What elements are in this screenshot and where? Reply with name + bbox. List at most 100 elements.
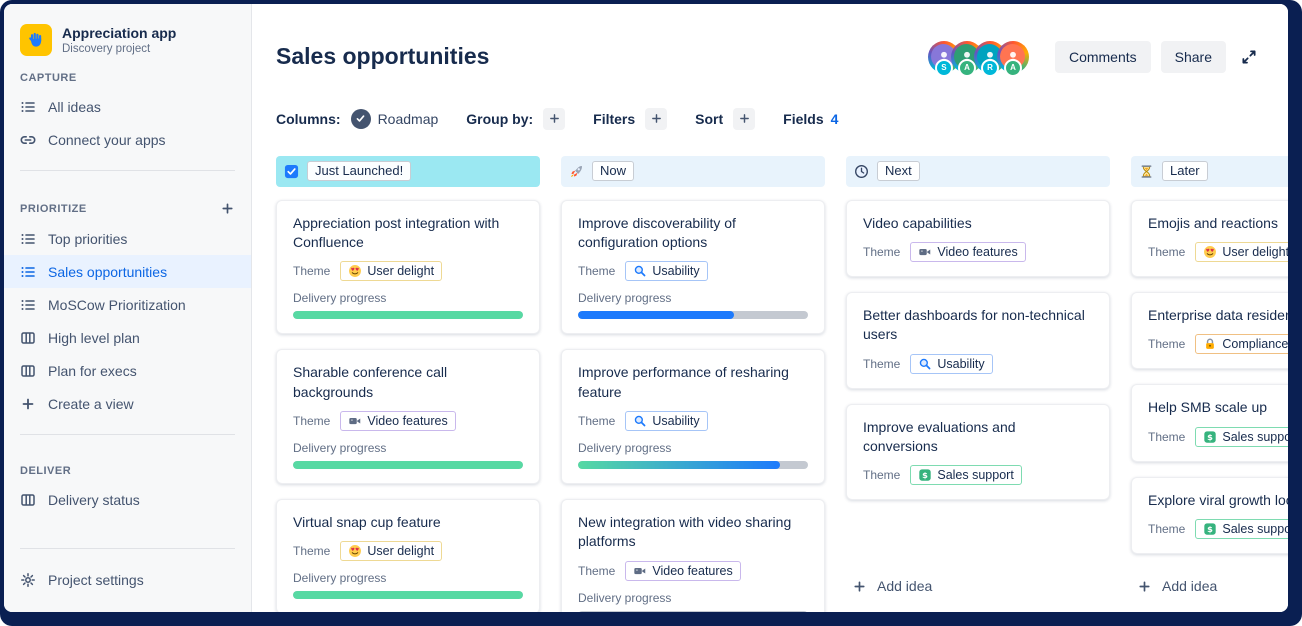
card-title: Sharable conference call backgrounds: [293, 364, 448, 400]
project-app-icon: [20, 24, 52, 56]
board-column-just-launched: Just Launched! Appreciation post integra…: [276, 155, 540, 612]
group-by-add-button[interactable]: [543, 107, 566, 130]
sidebar-item-top-priorities[interactable]: Top priorities: [4, 222, 251, 255]
idea-card[interactable]: New integration with video sharing platf…: [561, 499, 825, 612]
comments-button[interactable]: Comments: [1054, 40, 1151, 73]
project-header: Appreciation app Discovery project: [4, 24, 251, 56]
filters-add-button[interactable]: [645, 107, 668, 130]
hand-icon: [29, 32, 42, 47]
page-header: Sales opportunities S A R A: [252, 4, 1288, 86]
theme-badge[interactable]: Video features: [625, 560, 741, 581]
theme-badge[interactable]: ♥ ♥ User delight: [340, 541, 443, 562]
idea-card[interactable]: Sharable conference call backgrounds The…: [276, 349, 540, 485]
board-column-later: Later Emojis and reactions Theme ♥ ♥ User…: [1131, 155, 1288, 602]
idea-card[interactable]: Better dashboards for non-technical user…: [846, 292, 1110, 389]
add-view-icon[interactable]: [220, 201, 235, 216]
svg-text:♥: ♥: [356, 267, 360, 273]
columns-label: Columns:: [276, 110, 341, 127]
theme-badge[interactable]: ♥ ♥ User delight: [340, 261, 443, 282]
theme-badge[interactable]: Compliance: [1195, 334, 1288, 355]
idea-card[interactable]: Appreciation post integration with Confl…: [276, 199, 540, 335]
column-title-chip[interactable]: Now: [592, 161, 635, 182]
gear-icon: [21, 572, 35, 587]
avatar[interactable]: A: [996, 40, 1029, 77]
progress-fill: [293, 311, 523, 320]
column-header: Just Launched!: [276, 155, 540, 187]
expand-button[interactable]: [1236, 41, 1262, 73]
heart-eyes-icon: ♥ ♥: [1204, 246, 1217, 259]
share-button[interactable]: Share: [1160, 40, 1226, 73]
theme-badge[interactable]: Usability: [625, 411, 708, 432]
progress-fill: [293, 591, 523, 600]
progress-track: [578, 311, 808, 320]
sidebar-item-all-ideas[interactable]: All ideas: [4, 90, 251, 123]
roadmap-field-icon[interactable]: [350, 108, 371, 129]
sidebar-item-sales-opportunities[interactable]: Sales opportunities: [4, 255, 251, 288]
theme-label: Theme: [578, 563, 616, 578]
theme-badge[interactable]: Usability: [910, 353, 993, 374]
sidebar-item-moscow-prioritization[interactable]: MoSCow Prioritization: [4, 288, 251, 321]
theme-label: Theme: [578, 264, 616, 279]
idea-card[interactable]: Help SMB scale up Theme $ Sales support: [1131, 384, 1288, 462]
column-title-chip[interactable]: Next: [877, 161, 920, 182]
main-content: Sales opportunities S A R A: [252, 4, 1288, 612]
idea-card[interactable]: Virtual snap cup feature Theme ♥ ♥ User d…: [276, 499, 540, 612]
theme-badge[interactable]: Usability: [625, 261, 708, 282]
theme-badge[interactable]: ♥ ♥ User delight: [1195, 242, 1288, 263]
check-square-icon: [284, 164, 299, 178]
idea-card[interactable]: Enterprise data residency Theme Complian…: [1131, 292, 1288, 370]
theme-label: Theme: [1148, 337, 1186, 352]
theme-label: Theme: [863, 245, 901, 260]
card-title: Video capabilities: [863, 214, 972, 231]
plus-icon: [549, 114, 559, 124]
theme-badge[interactable]: $ Sales support: [1195, 519, 1288, 540]
sidebar-item-high-level-plan[interactable]: High level plan: [4, 321, 251, 354]
add-idea-button[interactable]: Add idea: [1131, 570, 1288, 602]
theme-badge[interactable]: $ Sales support: [910, 465, 1022, 486]
progress-fill: [578, 461, 781, 470]
theme-badge[interactable]: $ Sales support: [1195, 426, 1288, 447]
sort-label: Sort: [695, 110, 724, 127]
card-title: New integration with video sharing platf…: [578, 514, 792, 550]
avatar-initial-badge: S: [934, 58, 953, 77]
column-title-chip[interactable]: Later: [1162, 161, 1208, 182]
svg-text:♥: ♥: [351, 267, 355, 273]
column-title-chip[interactable]: Just Launched!: [307, 161, 412, 182]
magnifier-icon: [920, 358, 931, 370]
progress-fill: [578, 311, 735, 320]
board-column-next: Next Video capabilities Theme Video feat…: [846, 155, 1110, 602]
column-header: Next: [846, 155, 1110, 187]
idea-card[interactable]: Improve evaluations and conversions Them…: [846, 403, 1110, 501]
board-column-now: Now Improve discoverability of configura…: [561, 155, 825, 612]
theme-badge[interactable]: Video features: [910, 242, 1026, 263]
svg-text:♥: ♥: [1206, 248, 1210, 254]
add-idea-button[interactable]: Add idea: [846, 570, 1110, 602]
progress-track: [293, 591, 523, 600]
link-icon: [20, 135, 36, 144]
sidebar-item-connect-your-apps[interactable]: Connect your apps: [4, 123, 251, 156]
idea-card[interactable]: Improve performance of resharing feature…: [561, 349, 825, 485]
sort-add-button[interactable]: [733, 107, 756, 130]
section-label-deliver: DELIVER: [20, 465, 72, 477]
theme-label: Theme: [1148, 245, 1186, 260]
sidebar-item-project-settings[interactable]: Project settings: [4, 563, 251, 596]
list-icon: [21, 266, 35, 277]
idea-card[interactable]: Improve discoverability of configuration…: [561, 199, 825, 335]
card-title: Appreciation post integration with Confl…: [293, 214, 500, 251]
svg-text:$: $: [922, 470, 928, 480]
theme-badge[interactable]: Video features: [340, 411, 456, 432]
project-subtitle: Discovery project: [62, 43, 151, 56]
columns-value[interactable]: Roadmap: [377, 110, 439, 127]
sidebar-item-delivery-status[interactable]: Delivery status: [4, 483, 251, 516]
idea-card[interactable]: Explore viral growth loops Theme $ Sales…: [1131, 476, 1288, 555]
sidebar-item-create-a-view[interactable]: Create a view: [4, 387, 251, 420]
svg-text:♥: ♥: [356, 547, 360, 553]
fields-button[interactable]: Fields 4: [783, 111, 838, 127]
idea-card[interactable]: Video capabilities Theme Video features: [846, 199, 1110, 278]
fields-count: 4: [830, 110, 839, 127]
card-title: Improve evaluations and conversions: [863, 418, 1016, 455]
svg-text:$: $: [1207, 432, 1213, 442]
magnifier-icon: [635, 266, 646, 277]
sidebar-item-plan-for-execs[interactable]: Plan for execs: [4, 354, 251, 387]
idea-card[interactable]: Emojis and reactions Theme ♥ ♥ User delig…: [1131, 199, 1288, 278]
